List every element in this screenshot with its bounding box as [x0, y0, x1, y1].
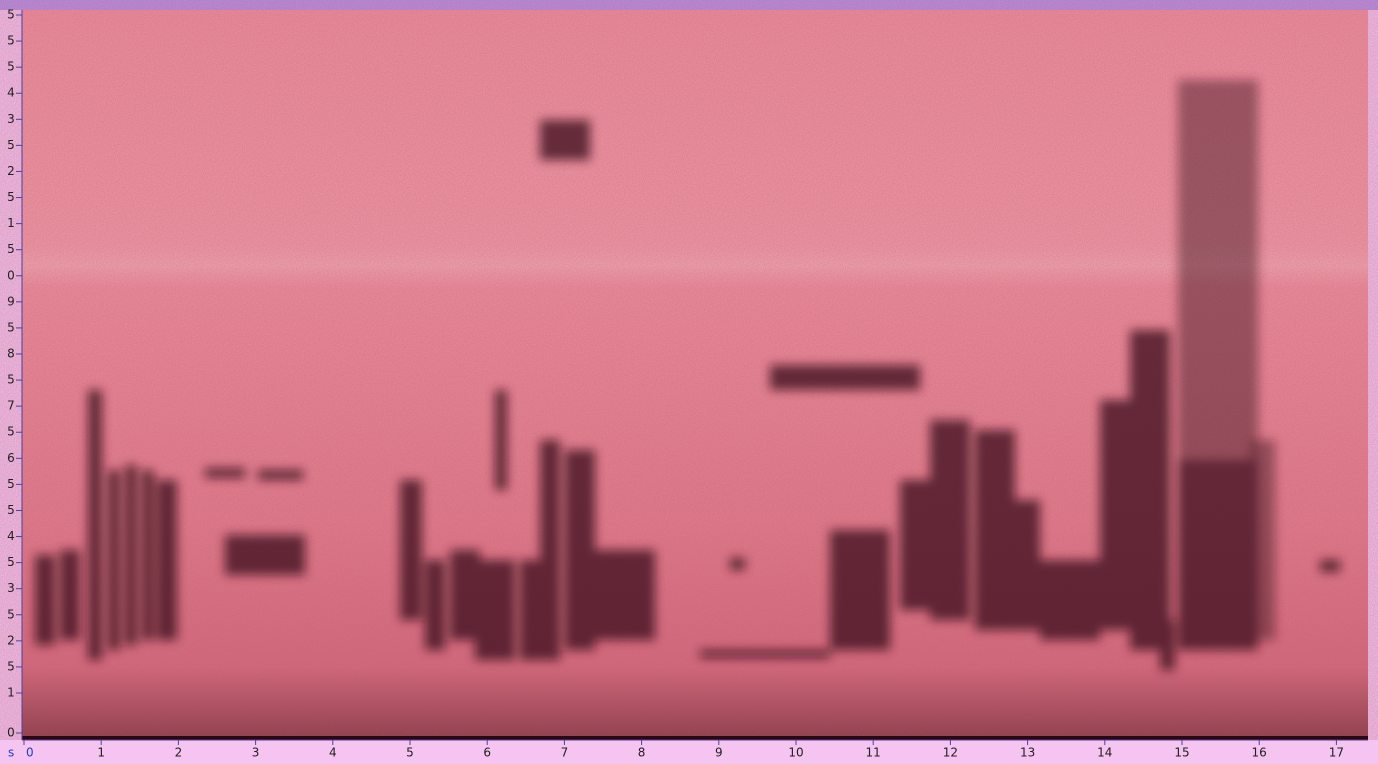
y-tick-label: 8: [7, 347, 15, 361]
y-tick-label: 6: [7, 451, 15, 465]
spectrogram-window: s 01234567891011121314151617555435251509…: [0, 0, 1378, 764]
y-tick-label: 7: [7, 399, 15, 413]
x-tick-label: 6: [483, 746, 491, 760]
y-tick-label: 3: [7, 112, 15, 126]
y-tick-label: 1: [7, 686, 15, 700]
x-tick-label: 2: [175, 746, 183, 760]
x-tick-label: 5: [406, 746, 414, 760]
y-tick-label: 5: [7, 373, 15, 387]
y-tick-label: 5: [7, 503, 15, 517]
y-tick-label: 2: [7, 633, 15, 647]
page: s 01234567891011121314151617555435251509…: [0, 0, 1378, 764]
y-tick-label: 3: [7, 581, 15, 595]
x-tick-label: 1: [97, 746, 105, 760]
x-tick-label: 12: [943, 746, 958, 760]
y-tick-label: 5: [7, 138, 15, 152]
y-tick-label: 2: [7, 164, 15, 178]
title-bar: [0, 0, 1378, 10]
y-tick-label: 5: [7, 659, 15, 673]
baseline-band: [22, 736, 1368, 740]
y-tick-label: 9: [7, 294, 15, 308]
y-tick-label: 5: [7, 8, 15, 22]
y-tick-label: 5: [7, 607, 15, 621]
x-tick-label: 0: [26, 746, 34, 760]
y-tick-label: 1: [7, 216, 15, 230]
x-tick-label: 17: [1329, 746, 1344, 760]
x-tick-label: 4: [329, 746, 337, 760]
x-tick-label: 16: [1252, 746, 1267, 760]
x-tick-label: 14: [1097, 746, 1112, 760]
y-tick-label: 5: [7, 555, 15, 569]
x-tick-label: 11: [866, 746, 881, 760]
x-tick-label: 10: [788, 746, 803, 760]
y-tick-label: 5: [7, 425, 15, 439]
y-tick-label: 0: [7, 268, 15, 282]
y-tick-label: 5: [7, 320, 15, 334]
y-tick-label: 4: [7, 86, 15, 100]
y-tick-label: 5: [7, 190, 15, 204]
x-axis-unit: s: [8, 746, 14, 760]
x-tick-label: 8: [638, 746, 646, 760]
y-tick-label: 4: [7, 529, 15, 543]
x-tick-label: 7: [561, 746, 569, 760]
x-tick-label: 13: [1020, 746, 1035, 760]
x-axis-panel: [0, 740, 1378, 764]
x-tick-label: 3: [252, 746, 260, 760]
y-tick-label: 5: [7, 34, 15, 48]
x-tick-label: 9: [715, 746, 723, 760]
y-tick-label: 5: [7, 242, 15, 256]
y-tick-label: 0: [7, 726, 15, 740]
y-tick-label: 5: [7, 477, 15, 491]
y-tick-label: 5: [7, 60, 15, 74]
x-tick-label: 15: [1174, 746, 1189, 760]
